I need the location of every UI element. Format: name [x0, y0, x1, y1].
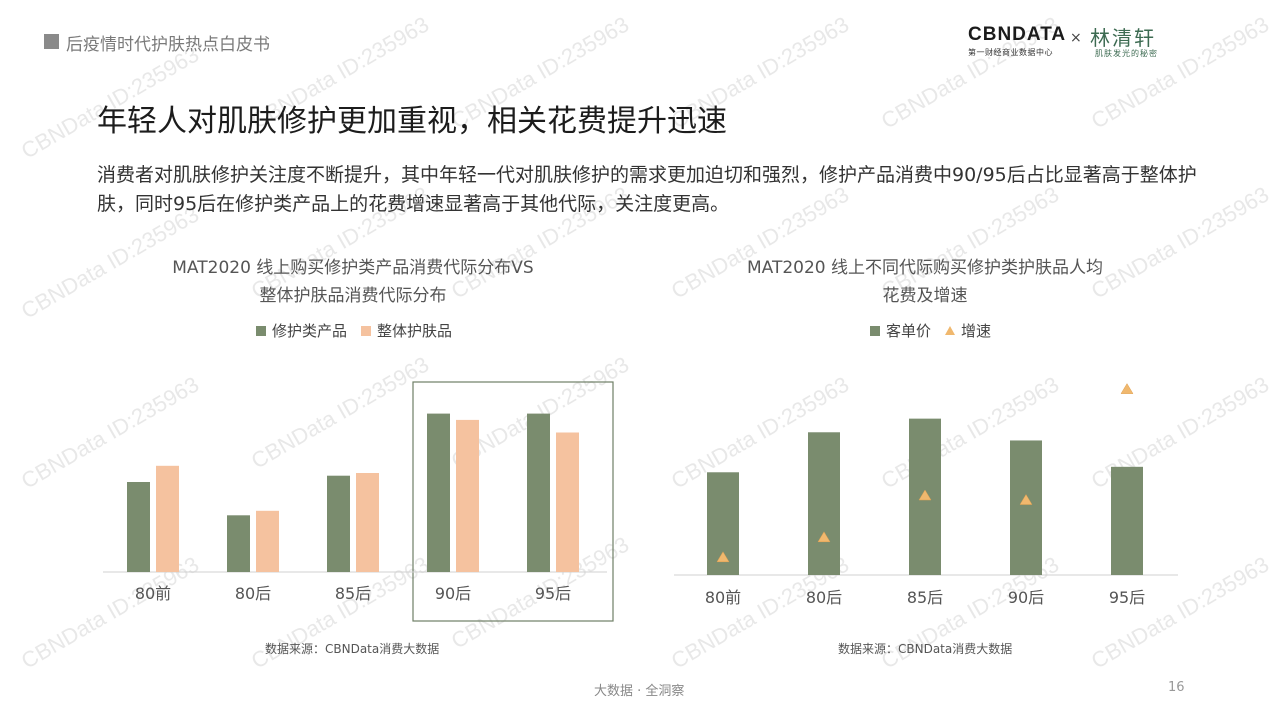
bar-overall-1: [256, 510, 279, 572]
legend-swatch-peach: [361, 325, 372, 336]
page-description: 消费者对肌肤修护关注度不断提升，其中年轻一代对肌肤修护的需求更加迫切和强烈，修护…: [97, 164, 1197, 215]
bar-repair-3: [427, 413, 450, 572]
legend-label: 整体护肤品: [377, 322, 453, 340]
partner-logo: 林清轩: [1090, 26, 1156, 50]
report-title: 后疫情时代护肤热点白皮书: [66, 35, 270, 55]
chart2-source: 数据来源：CBNData消费大数据: [838, 642, 1013, 656]
bar-price-4: [1111, 466, 1143, 575]
chart1-plot: 80前 80后 85后 90后 95后: [103, 381, 614, 622]
chart2-legend: 客单价 增速: [870, 320, 991, 341]
footer-slogan: 大数据 · 全洞察: [594, 684, 685, 699]
x-tick-label: 80前: [135, 584, 171, 603]
x-tick-label: 95后: [535, 584, 571, 603]
growth-marker-2: [918, 489, 932, 501]
x-tick-label: 90后: [1008, 588, 1044, 607]
bar-overall-3: [456, 419, 479, 572]
growth-marker-0: [716, 551, 730, 563]
legend-swatch-green: [256, 325, 266, 336]
partner-logo-subtitle: 肌肤发光的秘密: [1095, 49, 1158, 58]
legend-label: 修护类产品: [272, 322, 348, 340]
bar-price-3: [1010, 440, 1042, 575]
growth-marker-4: [1120, 383, 1134, 394]
logo-cross: ×: [1070, 30, 1082, 46]
bar-repair-2: [327, 475, 350, 572]
x-tick-label: 80前: [705, 588, 741, 607]
bar-price-1: [808, 432, 840, 575]
chart1-legend: 修护类产品 整体护肤品: [256, 320, 452, 341]
chart2-title-line2: 花费及增速: [882, 286, 968, 306]
legend-label: 增速: [961, 322, 992, 340]
chart1-title-line2: 整体护肤品消费代际分布: [259, 286, 447, 306]
bar-repair-0: [127, 482, 150, 572]
bar-repair-1: [227, 515, 250, 572]
x-tick-label: 85后: [907, 588, 943, 607]
page-title: 年轻人对肌肤修护更加重视，相关花费提升迅速: [97, 104, 727, 139]
cbndata-logo-subtitle: 第一财经商业数据中心: [968, 48, 1053, 57]
chart2-plot: 80前 80后 85后 90后 95后: [674, 383, 1178, 607]
chart1-title: MAT2020 线上购买修护类产品消费代际分布VS 整体护肤品消费代际分布: [103, 254, 603, 310]
chart1-legend-item-repair: 修护类产品: [256, 320, 347, 341]
highlight-box: [412, 381, 614, 622]
chart2-legend-item-price: 客单价: [870, 320, 931, 341]
chart1-legend-item-overall: 整体护肤品: [361, 320, 452, 341]
x-tick-label: 80后: [235, 584, 271, 603]
chart1-title-line1: MAT2020 线上购买修护类产品消费代际分布VS: [172, 258, 534, 278]
bar-overall-0: [156, 465, 179, 572]
chart2-title: MAT2020 线上不同代际购买修护类护肤品人均 花费及增速: [675, 254, 1175, 310]
page-number: 16: [1168, 680, 1185, 695]
x-tick-label: 95后: [1109, 588, 1145, 607]
x-tick-label: 85后: [335, 584, 371, 603]
x-tick-label: 80后: [806, 588, 842, 607]
header-marker: [44, 34, 59, 49]
x-tick-label: 90后: [435, 584, 471, 603]
cbndata-logo: CBNDATA: [968, 24, 1067, 45]
growth-marker-1: [817, 531, 831, 543]
chart1-source: 数据来源：CBNData消费大数据: [265, 642, 440, 656]
chart2-title-line1: MAT2020 线上不同代际购买修护类护肤品人均: [746, 258, 1104, 278]
legend-label: 客单价: [886, 322, 932, 340]
chart2-legend-item-growth: 增速: [945, 320, 991, 341]
legend-swatch-green: [870, 325, 880, 336]
legend-triangle-icon: [945, 326, 956, 335]
growth-marker-3: [1019, 494, 1033, 505]
bar-overall-2: [356, 473, 379, 572]
bar-repair-4: [527, 413, 550, 572]
bar-overall-4: [556, 432, 579, 572]
